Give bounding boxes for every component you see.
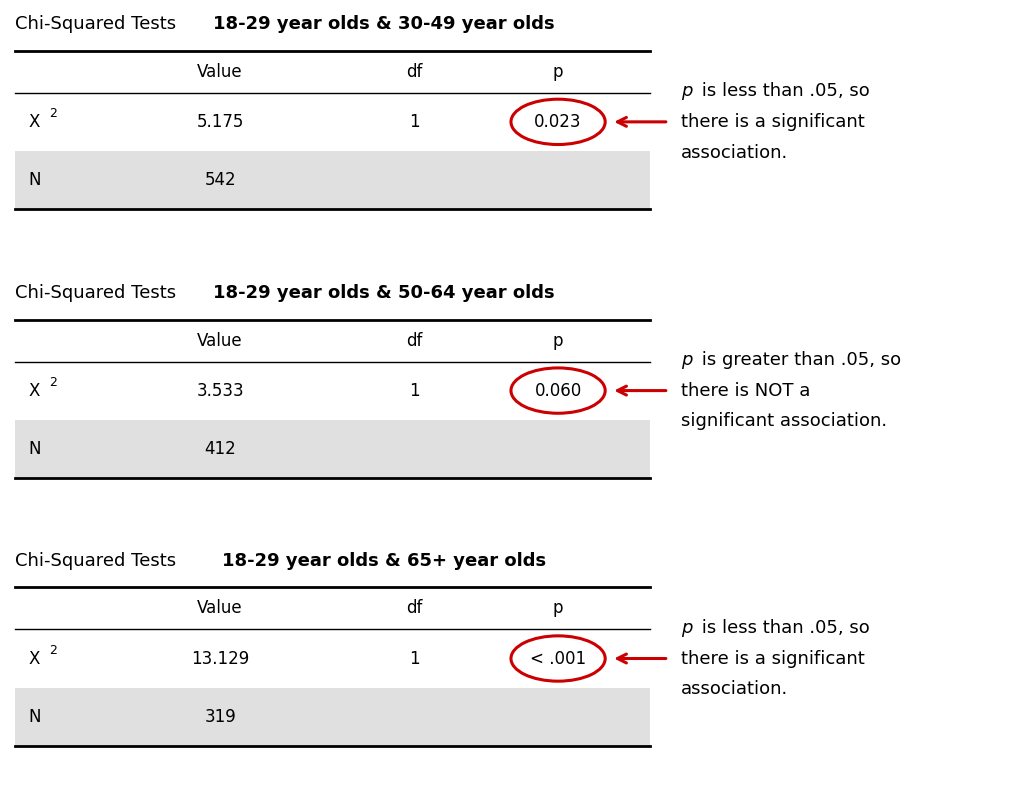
Text: 3.533: 3.533 bbox=[197, 382, 244, 399]
Bar bbox=[15, 93, 650, 151]
Text: p: p bbox=[553, 332, 563, 349]
Text: is greater than .05, so: is greater than .05, so bbox=[696, 351, 901, 369]
Text: p: p bbox=[681, 351, 692, 369]
Text: 0.023: 0.023 bbox=[535, 113, 582, 131]
Text: X: X bbox=[29, 113, 40, 131]
Text: Chi-Squared Tests: Chi-Squared Tests bbox=[15, 15, 176, 33]
Text: N: N bbox=[29, 440, 41, 458]
Text: 2: 2 bbox=[49, 376, 57, 389]
Bar bbox=[15, 362, 650, 420]
Text: < .001: < .001 bbox=[530, 650, 586, 667]
Bar bbox=[15, 629, 650, 688]
Text: 18-29 year olds & 30-49 year olds: 18-29 year olds & 30-49 year olds bbox=[213, 15, 554, 33]
Text: Value: Value bbox=[198, 63, 243, 81]
Text: p: p bbox=[553, 63, 563, 81]
Text: there is a significant: there is a significant bbox=[681, 650, 864, 667]
Text: there is NOT a: there is NOT a bbox=[681, 382, 810, 399]
Text: X: X bbox=[29, 650, 40, 667]
Text: 1: 1 bbox=[410, 382, 420, 399]
Bar bbox=[15, 420, 650, 478]
Text: 2: 2 bbox=[49, 644, 57, 657]
Text: 0.060: 0.060 bbox=[535, 382, 582, 399]
Text: 2: 2 bbox=[49, 107, 57, 120]
Bar bbox=[15, 151, 650, 209]
Text: df: df bbox=[407, 600, 423, 617]
Text: p: p bbox=[681, 619, 692, 637]
Text: Chi-Squared Tests: Chi-Squared Tests bbox=[15, 284, 176, 302]
Text: Chi-Squared Tests: Chi-Squared Tests bbox=[15, 552, 176, 570]
Text: N: N bbox=[29, 171, 41, 189]
Text: association.: association. bbox=[681, 144, 788, 161]
Bar bbox=[15, 688, 650, 746]
Text: 542: 542 bbox=[205, 171, 236, 189]
Text: N: N bbox=[29, 708, 41, 725]
Text: Value: Value bbox=[198, 332, 243, 349]
Text: 1: 1 bbox=[410, 113, 420, 131]
Text: 319: 319 bbox=[204, 708, 237, 725]
Text: p: p bbox=[681, 82, 692, 100]
Text: there is a significant: there is a significant bbox=[681, 113, 864, 131]
Text: significant association.: significant association. bbox=[681, 412, 887, 430]
Text: Value: Value bbox=[198, 600, 243, 617]
Text: p: p bbox=[553, 600, 563, 617]
Text: 1: 1 bbox=[410, 650, 420, 667]
Text: 18-29 year olds & 65+ year olds: 18-29 year olds & 65+ year olds bbox=[221, 552, 546, 570]
Text: 412: 412 bbox=[204, 440, 237, 458]
Text: is less than .05, so: is less than .05, so bbox=[696, 82, 870, 100]
Text: 13.129: 13.129 bbox=[191, 650, 249, 667]
Text: X: X bbox=[29, 382, 40, 399]
Text: df: df bbox=[407, 332, 423, 349]
Text: 18-29 year olds & 50-64 year olds: 18-29 year olds & 50-64 year olds bbox=[213, 284, 554, 302]
Text: df: df bbox=[407, 63, 423, 81]
Text: association.: association. bbox=[681, 680, 788, 698]
Text: 5.175: 5.175 bbox=[197, 113, 244, 131]
Text: is less than .05, so: is less than .05, so bbox=[696, 619, 870, 637]
